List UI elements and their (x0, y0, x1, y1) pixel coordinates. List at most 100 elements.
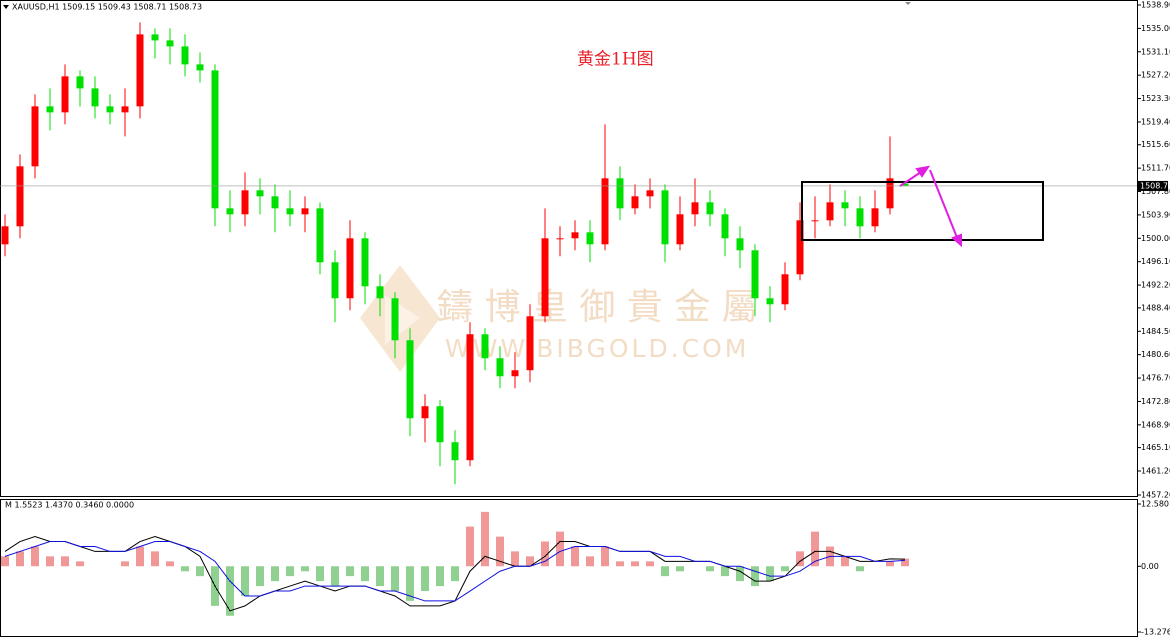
candle-body (406, 340, 414, 419)
candle-body (826, 202, 834, 221)
candle-body (496, 358, 504, 377)
candle-body (286, 208, 294, 215)
candle-body (331, 262, 339, 299)
candle-body (646, 190, 654, 197)
candle-body (526, 316, 534, 371)
candle-body (736, 238, 744, 251)
candle-body (1, 226, 9, 245)
candle-body (31, 106, 39, 167)
candle-body (556, 238, 564, 240)
candle-body (76, 76, 84, 89)
watermark: 鑄 博 皇 御 貴 金 屬 WWW.BIBGOLD.COM (360, 265, 758, 372)
y-tick-label: 1511.70 (1141, 164, 1170, 173)
candle-body (631, 196, 639, 209)
y-tick-label: 1515.60 (1141, 140, 1170, 149)
watermark-text: 鑄 博 皇 御 貴 金 屬 (437, 287, 758, 328)
main-frame (0, 0, 1138, 497)
candle-body (841, 202, 849, 209)
price-tag (1138, 180, 1168, 191)
y-tick-label: 1507.80 (1141, 187, 1170, 196)
candle-body (691, 202, 699, 215)
chart-header: XAUUSD,H1 1509.15 1509.43 1508.71 1508.7… (12, 3, 202, 12)
candle-body (811, 220, 819, 222)
y-tick-label: 0.00 (1141, 562, 1159, 571)
candle-body (766, 298, 774, 305)
y-tick-label: 1496.10 (1141, 257, 1170, 266)
arrow-down (929, 169, 959, 241)
arrow-head (915, 165, 931, 178)
y-tick-label: 1472.80 (1141, 397, 1170, 406)
candle-body (301, 208, 309, 215)
candle-body (61, 76, 69, 113)
y-tick-label: 1519.40 (1141, 117, 1170, 126)
y-tick-label: 1527.20 (1141, 71, 1170, 80)
candle-body (151, 34, 159, 41)
y-tick-label: 1523.30 (1141, 94, 1170, 103)
forecast-arrows (899, 165, 962, 248)
candle-body (751, 250, 759, 299)
indicator-line (4, 536, 906, 612)
candle-body (601, 178, 609, 245)
candle-body (166, 40, 174, 47)
candle-body (181, 46, 189, 65)
y-tick-label: 1457.20 (1141, 491, 1170, 500)
candle-body (871, 208, 879, 227)
candle-body (316, 208, 324, 263)
candle-body (706, 202, 714, 215)
y-tick-label: 12.5801 (1141, 500, 1170, 509)
candle-body (436, 406, 444, 443)
y-tick-label: 1500.00 (1141, 234, 1170, 243)
candle-body (571, 232, 579, 239)
y-tick-label: 1476.70 (1141, 374, 1170, 383)
candle-body (46, 106, 54, 113)
indicator-line (4, 541, 906, 602)
candle-body (376, 286, 384, 299)
candle-body (421, 406, 429, 419)
y-tick-label: 1461.20 (1141, 467, 1170, 476)
shift-marker (905, 2, 911, 5)
candle-body (721, 214, 729, 239)
price-tag-label: 1508.73 (1140, 181, 1170, 190)
candle-body (451, 442, 459, 461)
menu-arrow[interactable] (3, 5, 9, 9)
candle-body (886, 178, 894, 209)
candle-body (481, 334, 489, 359)
candle-body (466, 334, 474, 461)
candle-body (241, 190, 249, 215)
candle-body (16, 166, 24, 227)
y-tick-label: 1484.50 (1141, 327, 1170, 336)
y-tick-label: 1535.00 (1141, 24, 1170, 33)
watermark-url: WWW.BIBGOLD.COM (445, 334, 749, 363)
candle-body (781, 274, 789, 305)
arrow-head (951, 233, 962, 248)
chart-title: 黄金1H图 (577, 50, 654, 70)
candle-body (346, 238, 354, 299)
y-tick-label: 1465.10 (1141, 443, 1170, 452)
y-tick-label: 1531.10 (1141, 47, 1170, 56)
y-tick-label: 1468.90 (1141, 420, 1170, 429)
candle-body (676, 214, 684, 245)
candle-body (106, 106, 114, 113)
candle-body (616, 178, 624, 209)
candle-body (271, 196, 279, 209)
y-tick-label: 1503.90 (1141, 210, 1170, 219)
candle-body (121, 106, 129, 113)
sub-frame (0, 499, 1138, 637)
candle-body (196, 64, 204, 71)
candle-body (391, 298, 399, 341)
candle-body (256, 190, 264, 197)
sub-header: M 1.5523 1.4370 0.3460 0.0000 (5, 501, 134, 510)
candle-body (511, 370, 519, 377)
candle-body (91, 88, 99, 107)
candle-body (136, 34, 144, 107)
y-tick-label: 1488.40 (1141, 303, 1170, 312)
y-tick-label: 1492.20 (1141, 281, 1170, 290)
candle-body (796, 220, 804, 275)
candle-body (361, 238, 369, 287)
candle-body (661, 190, 669, 245)
candle-body (541, 238, 549, 317)
candle-body (211, 70, 219, 209)
y-tick-label: -13.2767 (1141, 628, 1170, 637)
